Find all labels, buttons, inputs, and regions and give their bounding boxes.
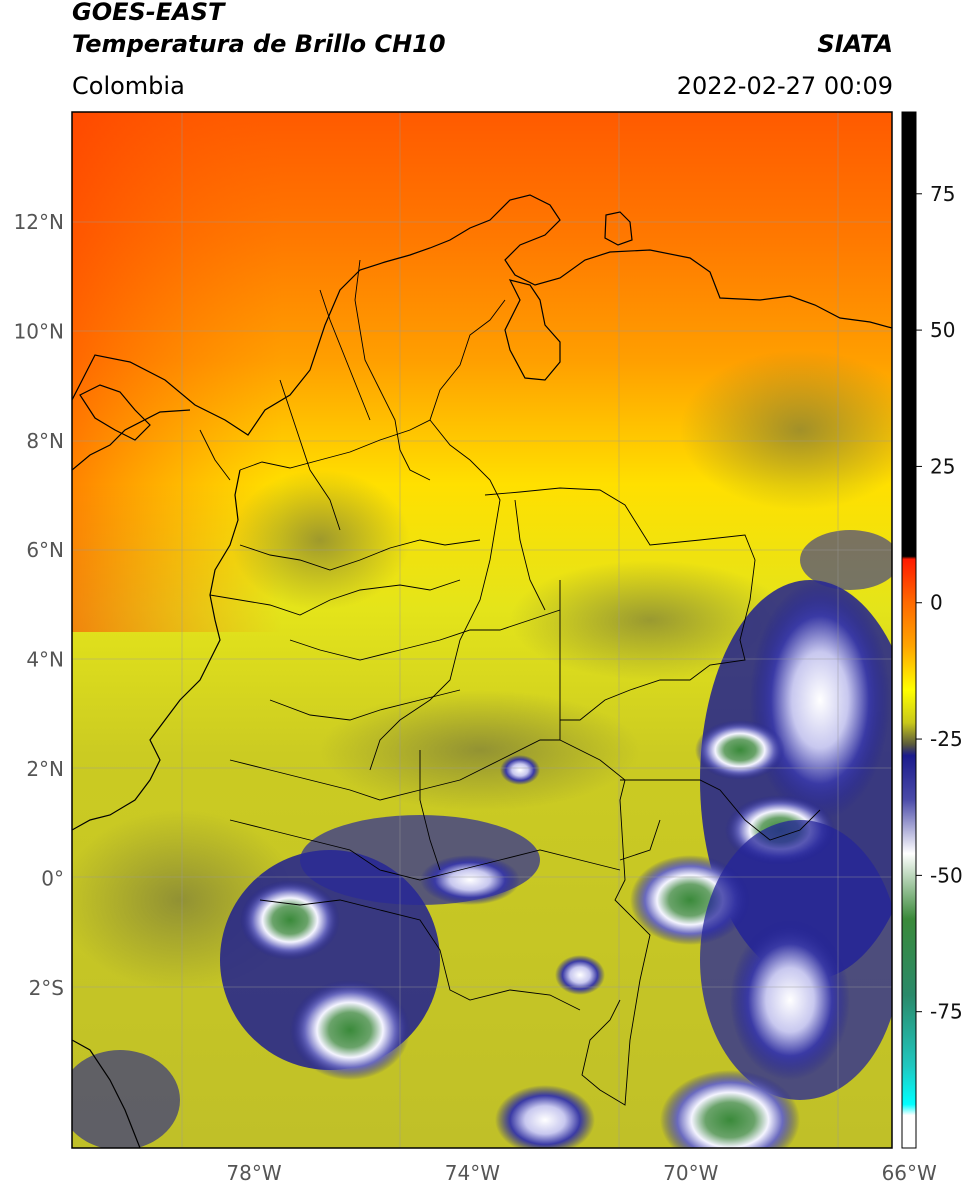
latitude-tick-label: 8°N [26,429,64,453]
colorbar: 75 50 25 0 -25 -50 -75 [901,111,963,1149]
coastline [72,194,892,1148]
satellite-image-panel [72,112,892,1148]
latitude-tick-label: 6°N [26,538,64,562]
datetime-label: 2022-02-27 00:09 [676,72,893,100]
longitude-tick-label: 66°W [882,1161,937,1185]
longitude-tick-label: 70°W [663,1161,718,1185]
latitude-tick-label: 10°N [14,319,64,343]
colorbar-tick-label: 0 [930,591,943,615]
region-label: Colombia [72,72,185,100]
convective-core [660,1070,800,1148]
convective-cloud [420,855,520,905]
olive-cloud-zone [230,470,410,610]
agency-label: SIATA [817,30,893,58]
latitude-tick-label: 2°N [26,757,64,781]
colorbar-tick-label: -75 [930,1000,963,1024]
convective-core [240,880,340,960]
latitude-tick-label: 12°N [14,210,64,234]
colorbar-ticks: 75 50 25 0 -25 -50 -75 [916,182,963,1024]
convective-cloud [495,1085,595,1148]
map-frame [71,111,893,1149]
convective-cloud [730,920,850,1080]
longitude-tick-label: 74°W [445,1161,500,1185]
title-product: Temperatura de Brillo CH10 [72,30,446,58]
colorbar-tick-label: 50 [930,318,955,342]
admin-borders [199,259,821,1106]
latitude-tick-label: 0° [41,866,64,890]
olive-cloud-zone [320,690,640,810]
colorbar-tick-label: 25 [930,454,955,478]
convective-cloud [500,755,540,785]
title-satellite: GOES-EAST [72,0,225,26]
colorbar-tick-label: 75 [930,182,955,206]
convective-cloud [72,1050,180,1148]
graticule [72,112,892,1148]
convective-cloud [555,955,605,995]
longitude-labels: 78°W 74°W 70°W 66°W [226,1161,937,1185]
colorbar-gradient [901,111,917,1149]
convective-cloud [800,530,892,590]
latitude-tick-label: 4°N [26,648,64,672]
colorbar-tick-label: -25 [930,727,963,751]
longitude-tick-label: 78°W [226,1161,281,1185]
convective-cloud [750,580,890,820]
latitude-tick-label: 2°S [29,976,64,1000]
convective-core [290,980,410,1080]
olive-cloud-zone [680,350,892,510]
colorbar-tick-label: -50 [930,863,963,887]
olive-cloud-zone [510,560,790,680]
convective-core [695,720,785,780]
latitude-labels: 12°N 10°N 8°N 6°N 4°N 2°N 0° 2°S [14,210,64,1000]
